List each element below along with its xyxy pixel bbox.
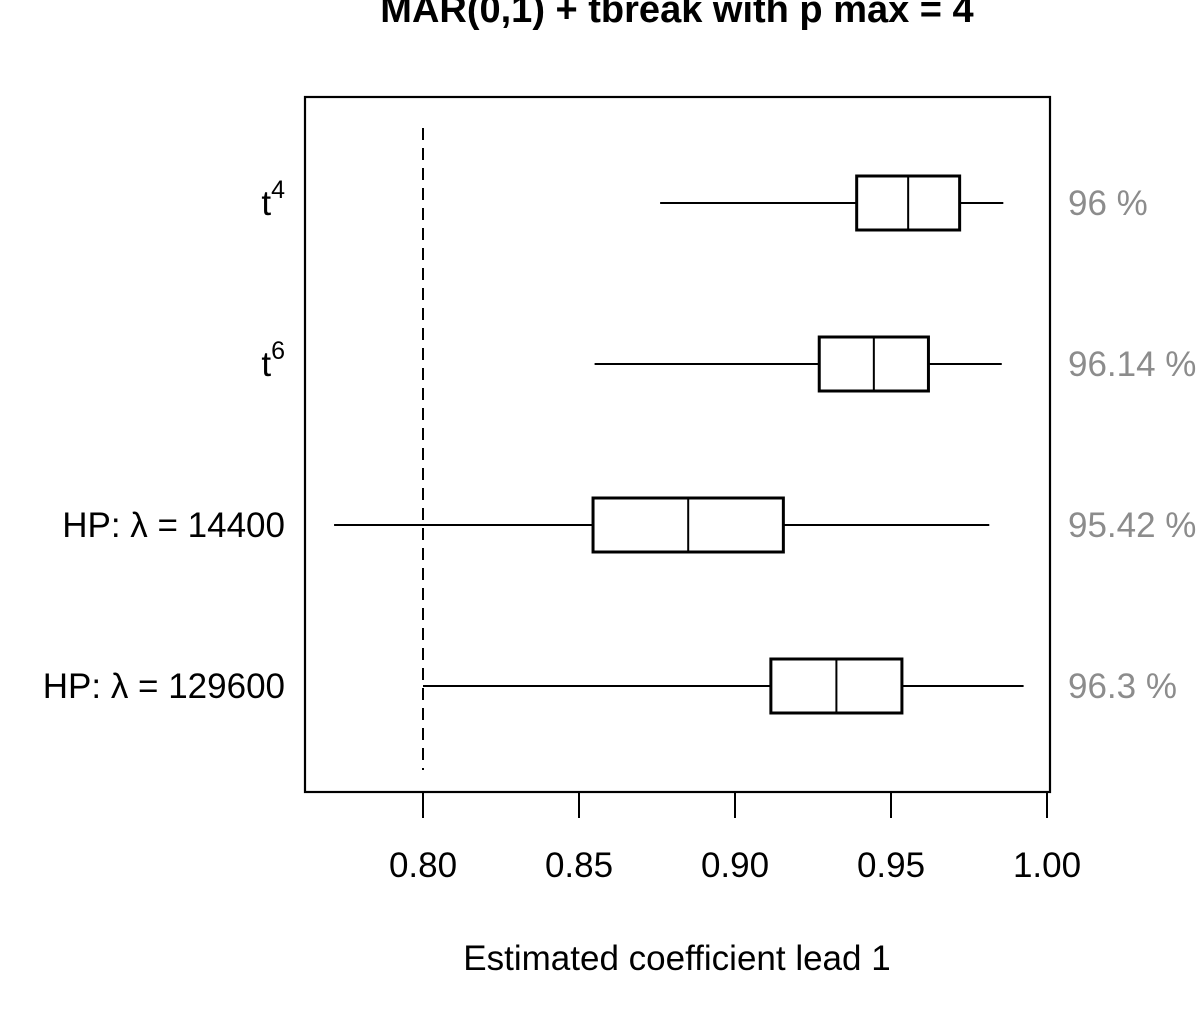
row-label-superscript: 6 [271, 337, 285, 365]
row-label: HP: λ = 129600 [43, 667, 285, 706]
x-axis-label: Estimated coefficient lead 1 [463, 939, 890, 978]
forest-row: HP: λ = 129600 96.3 % [43, 657, 1177, 715]
row-label-base: t [261, 345, 271, 384]
x-tick-label: 0.80 [389, 846, 457, 885]
row-label: HP: λ = 14400 [62, 506, 285, 545]
x-tick-label: 0.90 [701, 846, 769, 885]
forest-row: HP: λ = 14400 95.42 % [62, 496, 1196, 554]
row-label-superscript: 4 [271, 176, 285, 204]
x-tick-label: 0.95 [857, 846, 925, 885]
chart-title: MAR(0,1) + tbreak with p max = 4 [380, 0, 973, 31]
coverage-label: 96 % [1068, 184, 1148, 223]
coverage-label: 96.3 % [1068, 667, 1177, 706]
row-label-base: t [261, 184, 271, 223]
x-axis: 0.80 0.85 0.90 0.95 1.00 [389, 791, 1081, 885]
x-tick-label: 1.00 [1013, 846, 1081, 885]
forest-row: t6 96.14 % [261, 335, 1196, 393]
row-label: t6 [261, 337, 285, 384]
x-tick-label: 0.85 [545, 846, 613, 885]
coverage-label: 95.42 % [1068, 506, 1196, 545]
coverage-label: 96.14 % [1068, 345, 1196, 384]
forest-row: t4 96 % [261, 174, 1148, 232]
rows-group: t4 96 %t6 96.14 %HP: λ = 14400 95.42 %HP: λ… [43, 174, 1196, 715]
row-label: t4 [261, 176, 285, 223]
